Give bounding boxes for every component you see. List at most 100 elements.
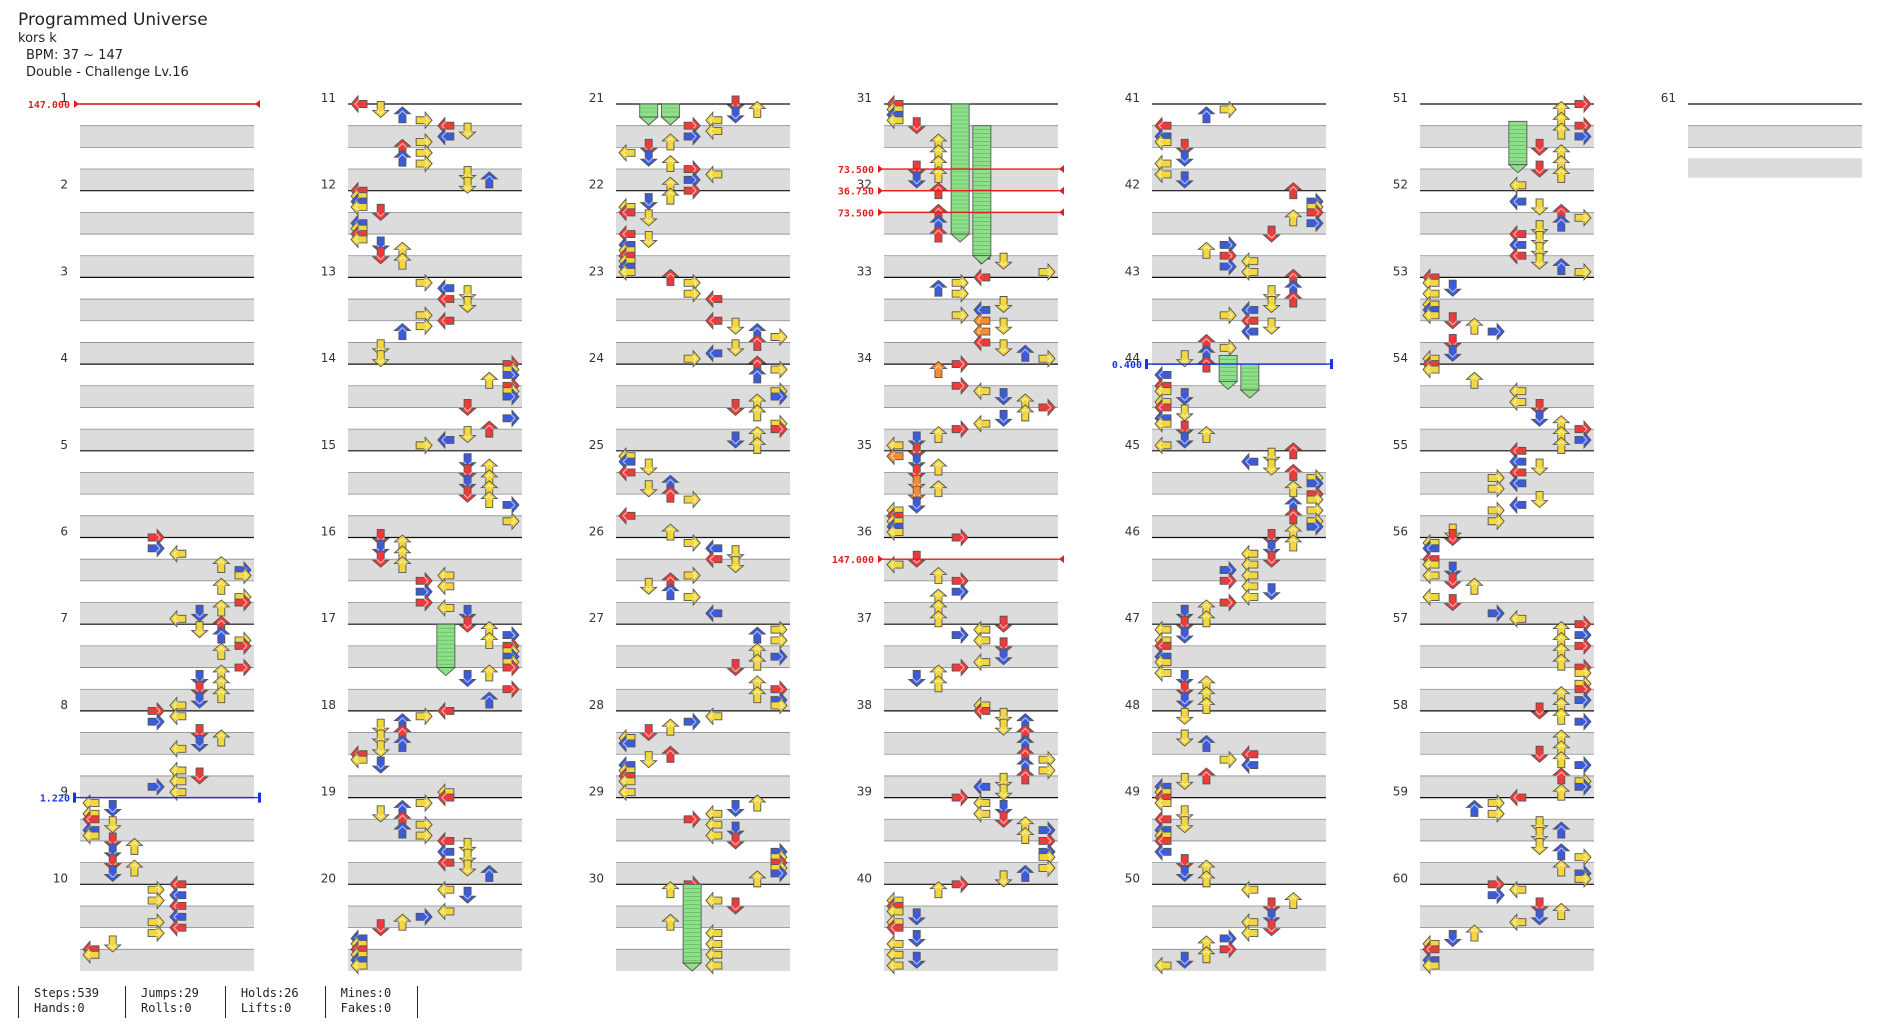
measure: 22 [589, 178, 790, 278]
arrow-left-icon [1509, 246, 1527, 265]
shaded-beat-row [80, 255, 254, 278]
shaded-beat-row [80, 515, 254, 538]
arrow-down-icon [994, 648, 1013, 666]
arrow-up-icon [929, 279, 948, 297]
arrow-left-icon [618, 262, 636, 282]
arrow-down-icon [994, 615, 1013, 633]
arrow-down-icon [103, 816, 122, 834]
measure-number: 56 [1393, 525, 1408, 539]
arrow-down-icon [1175, 138, 1194, 156]
arrow-up-icon [661, 583, 680, 601]
measure: 24 [589, 351, 790, 451]
measure: 35 [857, 438, 1058, 538]
arrow-left-icon [1241, 452, 1259, 471]
arrow-down-icon [458, 886, 477, 904]
measure-number: 4 [60, 351, 68, 365]
arrow-down-icon [190, 734, 209, 753]
arrow-right-icon [1306, 517, 1324, 536]
shaded-beat-row [616, 212, 790, 235]
measure: 2 [60, 178, 254, 278]
arrow-left-icon [705, 165, 723, 184]
shaded-beat-row [1152, 645, 1326, 668]
arrow-down-icon [1175, 431, 1194, 449]
measure-number: 9 [60, 785, 68, 799]
arrow-right-icon [234, 593, 252, 612]
measure: 48 [1125, 698, 1326, 798]
shaded-beat-row [348, 602, 522, 625]
arrow-down-icon [726, 106, 745, 124]
arrow-left-icon [437, 279, 455, 298]
measure-number: 38 [857, 698, 872, 712]
arrow-up-icon [1284, 891, 1303, 910]
arrow-down-icon [994, 810, 1013, 828]
arrow-up-icon [1465, 799, 1484, 817]
arrow-right-icon [683, 284, 701, 303]
arrow-left-icon [618, 203, 636, 222]
arrow-down-icon [1530, 138, 1549, 156]
arrow-left-icon [350, 94, 368, 114]
shaded-beat-row [1688, 158, 1862, 178]
arrow-right-icon [1219, 100, 1237, 119]
arrow-up-icon [1284, 290, 1303, 308]
arrow-down-icon [907, 171, 926, 189]
arrow-right-icon [1038, 398, 1056, 417]
arrow-up-icon [661, 268, 680, 286]
arrow-up-icon [748, 870, 767, 888]
arrow-left-icon [705, 956, 723, 975]
arrow-down-icon [1262, 919, 1281, 937]
arrow-right-icon [683, 566, 701, 585]
shaded-beat-row [616, 125, 790, 148]
arrow-up-icon [1552, 843, 1571, 861]
measure-number: 44 [1125, 351, 1140, 365]
arrow-right-icon [951, 528, 969, 547]
arrow-left-icon [1154, 132, 1172, 152]
measure: 12 [321, 178, 522, 278]
arrow-right-icon [1574, 848, 1592, 867]
measure-number: 10 [53, 871, 68, 885]
arrow-right-icon [1306, 214, 1324, 233]
arrow-up-icon [1197, 241, 1216, 259]
hold-body-icon [660, 103, 681, 126]
arrow-down-icon [907, 453, 926, 471]
arrow-right-icon [770, 419, 788, 439]
measure: 20 [321, 871, 522, 971]
arrow-down-icon [726, 897, 745, 915]
arrow-down-icon [1175, 626, 1194, 644]
measure: 16 [321, 525, 522, 625]
arrow-down-icon [458, 485, 477, 503]
arrow-down-icon [458, 296, 477, 314]
shaded-beat-row [884, 732, 1058, 755]
arrow-left-icon [1241, 262, 1259, 282]
shaded-beat-row [80, 862, 254, 885]
arrow-down-icon [1262, 296, 1281, 314]
arrow-down-icon [907, 930, 926, 948]
arrow-right-icon [951, 354, 969, 374]
arrow-left-icon [1422, 566, 1440, 585]
arrow-right-icon [1219, 929, 1237, 948]
arrow-up-icon [748, 794, 767, 812]
shaded-beat-row [1420, 429, 1594, 451]
shaded-beat-row [80, 775, 254, 798]
arrow-left-icon [1422, 306, 1440, 325]
arrow-down-icon [458, 615, 477, 633]
shaded-beat-row [80, 819, 254, 841]
arrow-left-icon [1154, 842, 1172, 861]
arrow-up-icon [393, 821, 412, 839]
arrow-down-icon [907, 496, 926, 514]
arrow-right-icon [1487, 885, 1505, 905]
arrow-left-icon [350, 956, 368, 975]
arrow-left-icon [973, 652, 991, 672]
arrow-right-icon [147, 712, 165, 731]
arrow-up-icon [1465, 317, 1484, 335]
arrow-left-icon [1509, 495, 1527, 515]
arrow-left-icon [973, 322, 991, 341]
arrow-down-icon [1175, 404, 1194, 422]
shaded-beat-row [1420, 255, 1594, 278]
shaded-beat-row [348, 645, 522, 668]
shaded-beat-row [1420, 689, 1594, 711]
measure: 34 [857, 351, 1058, 451]
arrow-left-icon [437, 788, 455, 807]
arrow-down-icon [1530, 491, 1549, 509]
arrow-down-icon [371, 350, 390, 368]
arrow-down-icon [726, 339, 745, 357]
